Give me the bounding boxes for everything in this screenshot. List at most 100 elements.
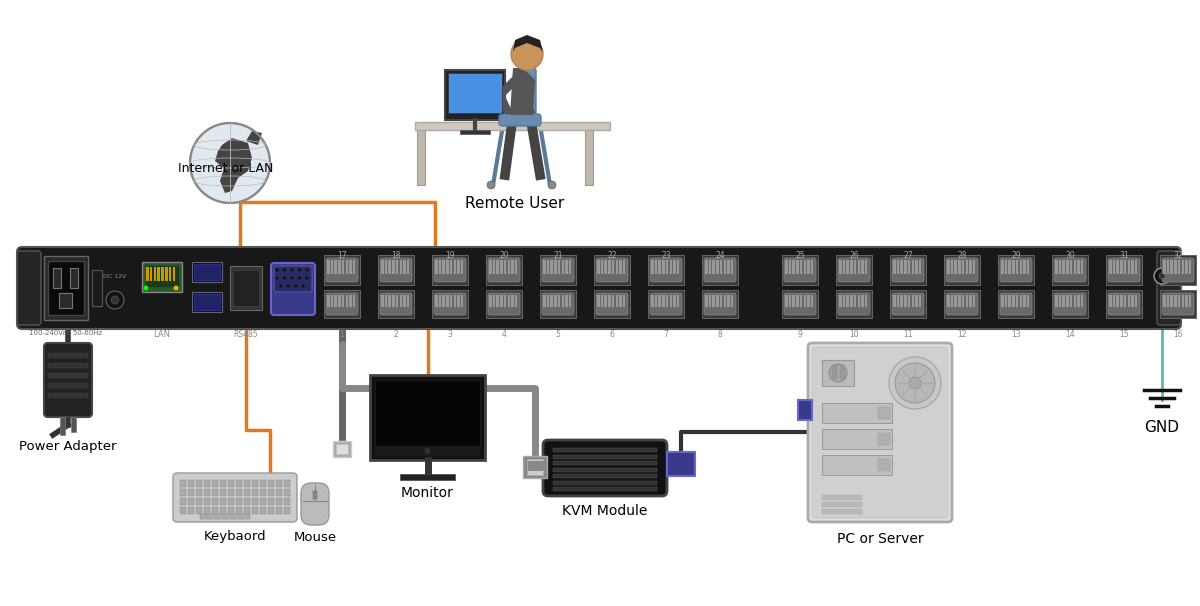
Bar: [346, 295, 348, 307]
Bar: [313, 491, 317, 499]
Text: 100-240Vac 50-60Hz: 100-240Vac 50-60Hz: [30, 330, 102, 336]
Bar: [504, 260, 506, 274]
Bar: [228, 498, 234, 505]
Bar: [650, 295, 654, 307]
Bar: [169, 267, 172, 281]
FancyBboxPatch shape: [838, 258, 870, 282]
Bar: [782, 255, 818, 285]
Bar: [415, 122, 610, 130]
Bar: [958, 295, 961, 307]
Bar: [284, 498, 290, 505]
Polygon shape: [510, 68, 535, 115]
Bar: [998, 255, 1034, 285]
Text: 21: 21: [553, 251, 563, 260]
Bar: [553, 467, 658, 471]
Bar: [1135, 295, 1138, 307]
Bar: [842, 260, 845, 274]
Bar: [1109, 260, 1111, 274]
Bar: [862, 260, 864, 274]
Text: 28: 28: [958, 251, 967, 260]
Text: RS485: RS485: [234, 330, 258, 339]
Bar: [252, 498, 258, 505]
Bar: [1128, 295, 1130, 307]
Bar: [532, 461, 534, 471]
Bar: [523, 456, 547, 478]
Bar: [192, 292, 222, 312]
Text: Monitor: Monitor: [401, 486, 454, 500]
FancyBboxPatch shape: [1108, 293, 1140, 315]
FancyBboxPatch shape: [704, 258, 736, 282]
Bar: [659, 260, 661, 274]
Bar: [716, 260, 719, 274]
Bar: [822, 360, 854, 386]
Text: 30: 30: [1066, 251, 1075, 260]
Bar: [605, 295, 607, 307]
Bar: [1074, 260, 1076, 274]
Bar: [962, 260, 965, 274]
Bar: [878, 407, 890, 419]
Bar: [353, 295, 355, 307]
Circle shape: [910, 377, 922, 389]
Text: 16: 16: [1174, 330, 1183, 339]
Bar: [196, 498, 202, 505]
Bar: [1132, 295, 1134, 307]
Bar: [865, 295, 868, 307]
Bar: [724, 260, 726, 274]
Bar: [1027, 260, 1030, 274]
Bar: [562, 295, 564, 307]
Bar: [973, 295, 976, 307]
Bar: [551, 260, 553, 274]
Bar: [569, 260, 571, 274]
Bar: [900, 295, 902, 307]
Bar: [608, 295, 611, 307]
Bar: [173, 267, 175, 281]
Bar: [865, 260, 868, 274]
Bar: [1012, 295, 1015, 307]
Bar: [1070, 295, 1073, 307]
Bar: [854, 295, 857, 307]
Bar: [196, 480, 202, 487]
Bar: [244, 498, 250, 505]
Bar: [966, 260, 968, 274]
Bar: [276, 498, 282, 505]
Bar: [374, 380, 480, 447]
Bar: [432, 255, 468, 285]
Bar: [970, 260, 972, 274]
Bar: [822, 495, 862, 500]
FancyBboxPatch shape: [499, 114, 541, 126]
Bar: [944, 290, 980, 318]
Bar: [612, 260, 614, 274]
Bar: [450, 295, 452, 307]
Bar: [220, 498, 226, 505]
Bar: [252, 489, 258, 496]
Bar: [1052, 290, 1088, 318]
Bar: [230, 266, 262, 310]
Bar: [490, 260, 492, 274]
Bar: [508, 260, 510, 274]
Bar: [1163, 295, 1165, 307]
Bar: [486, 255, 522, 285]
Bar: [998, 290, 1034, 318]
Bar: [966, 295, 968, 307]
FancyBboxPatch shape: [892, 258, 924, 282]
Bar: [228, 480, 234, 487]
Bar: [530, 461, 532, 471]
FancyBboxPatch shape: [380, 293, 412, 315]
Bar: [944, 255, 980, 285]
Bar: [716, 295, 719, 307]
Bar: [192, 262, 222, 282]
Bar: [677, 260, 679, 274]
Bar: [796, 295, 799, 307]
Polygon shape: [246, 131, 262, 145]
Bar: [836, 255, 872, 285]
Bar: [648, 255, 684, 285]
Bar: [342, 260, 344, 274]
Bar: [619, 295, 622, 307]
Bar: [188, 489, 194, 496]
Bar: [1015, 260, 1019, 274]
Bar: [70, 268, 78, 288]
Circle shape: [290, 276, 294, 280]
Bar: [166, 267, 168, 281]
Bar: [540, 290, 576, 318]
Bar: [1024, 260, 1026, 274]
